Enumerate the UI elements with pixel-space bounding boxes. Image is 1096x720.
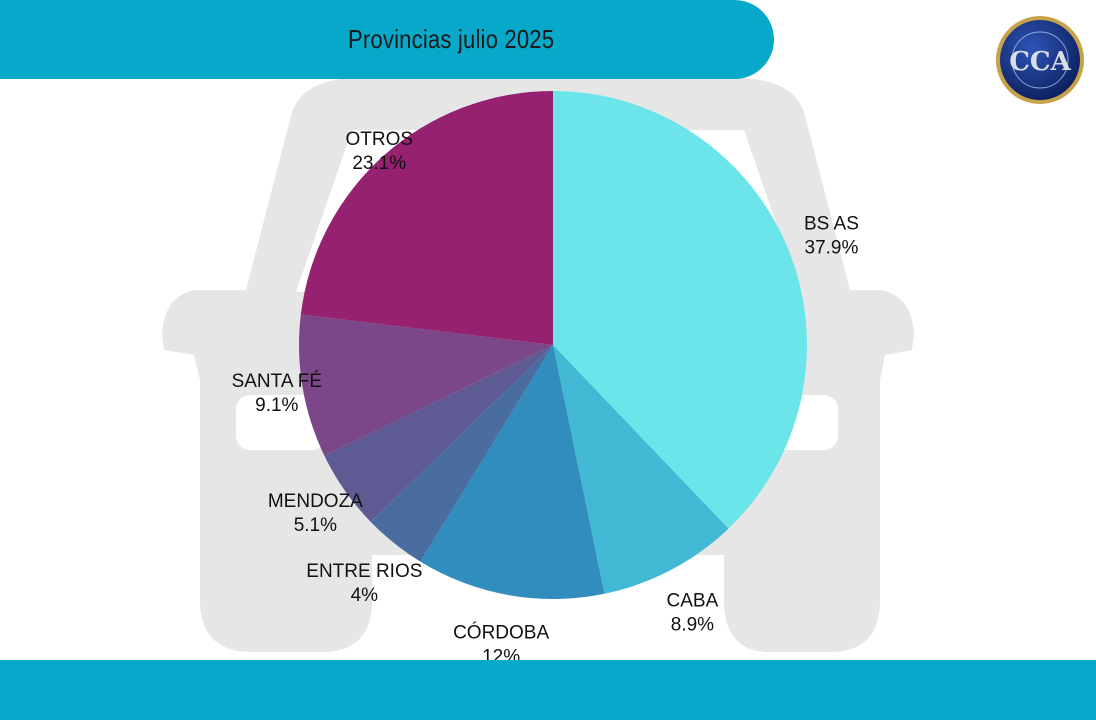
chart-title: Provincias julio 2025: [347, 24, 554, 54]
slice-label: CABA: [667, 591, 719, 612]
slice-label: ENTRE RIOS: [306, 561, 422, 582]
slice-value-label: 5.1%: [294, 515, 337, 536]
pie-slices: [299, 91, 807, 599]
pie-slice-santa-f-: [299, 314, 553, 456]
footer-band: [0, 660, 1096, 720]
slice-value-label: 37.9%: [805, 237, 859, 258]
pie-slice-otros: [300, 91, 553, 345]
slice-value-label: 4%: [351, 585, 379, 606]
pie-slice-bs-as: [553, 91, 807, 529]
slice-value-label: 8.9%: [671, 615, 714, 636]
slice-label: BS AS: [804, 213, 859, 234]
pie-slice-c-rdoba: [420, 345, 605, 599]
slice-label: OTROS: [345, 129, 413, 150]
slice-label: MENDOZA: [268, 491, 363, 512]
title-banner: Provincias julio 2025: [0, 0, 774, 79]
slice-label: SANTA FÉ: [232, 371, 322, 392]
pie-slice-mendoza: [324, 345, 553, 522]
pie-slice-caba: [553, 345, 729, 594]
slice-value-label: 23.1%: [352, 153, 406, 174]
slice-value-label: 9.1%: [255, 395, 298, 416]
slice-label: CÓRDOBA: [453, 622, 549, 644]
cca-logo: CCA: [996, 16, 1084, 104]
pie-slice-entre-rios: [370, 345, 553, 562]
svg-text:CCA: CCA: [1009, 47, 1071, 77]
